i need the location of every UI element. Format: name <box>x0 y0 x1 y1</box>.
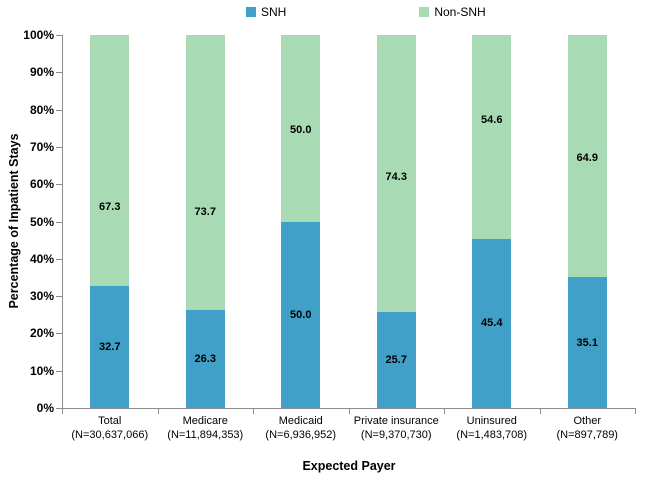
legend-label: Non-SNH <box>434 5 486 19</box>
bar-segment-total-snh <box>90 286 130 408</box>
value-label-total-non-snh: 67.3 <box>99 200 121 213</box>
y-tick-label: 100% <box>23 28 54 42</box>
value-label-uninsured-non-snh: 54.6 <box>481 113 503 126</box>
category-n-count: (N=1,483,708) <box>456 429 528 441</box>
value-label-other-non-snh: 64.9 <box>576 152 598 165</box>
bar-segment-private-insurance-non-snh <box>376 35 416 313</box>
bar-segment-private-insurance-snh <box>376 312 416 408</box>
x-tick <box>62 409 63 414</box>
bar-segment-medicare-non-snh <box>185 35 225 310</box>
bar-segment-other-snh <box>567 277 607 408</box>
value-label-total-snh: 32.7 <box>99 341 121 353</box>
value-label-other-snh: 35.1 <box>576 336 598 349</box>
y-tick-label: 70% <box>29 139 54 154</box>
y-tick <box>56 184 62 186</box>
value-label-private-insurance-non-snh: 74.3 <box>385 170 407 183</box>
category-label-medicare: Medicare (N=11,894,353) <box>158 414 254 442</box>
y-tick-label: 30% <box>29 289 54 304</box>
x-tick <box>157 409 159 414</box>
snh-swatch-icon <box>246 7 256 17</box>
y-tick <box>56 296 62 298</box>
category-label-uninsured: Uninsured (N=1,483,708) <box>444 414 540 442</box>
category-n-count: (N=897,789) <box>556 429 618 441</box>
bar-segment-other-non-snh <box>567 35 607 278</box>
y-tick-label: 40% <box>29 251 54 266</box>
x-tick <box>348 409 350 414</box>
category-label-private-insurance: Private insurance (N=9,370,730) <box>349 414 445 442</box>
y-tick-label: 0% <box>36 401 54 415</box>
chart-legend: SNH Non-SNH <box>246 5 486 19</box>
x-axis-line <box>62 408 636 409</box>
legend-item-non-snh: Non-SNH <box>419 5 486 19</box>
y-tick-label: 90% <box>29 65 54 80</box>
category-name: Other <box>573 415 601 427</box>
y-tick-label: 60% <box>29 177 54 192</box>
category-label-total: Total (N=30,637,066) <box>62 414 158 442</box>
category-label-other: Other (N=897,789) <box>540 414 636 442</box>
category-n-count: (N=9,370,730) <box>360 429 432 441</box>
value-label-uninsured-snh: 45.4 <box>481 317 503 330</box>
value-label-medicare-snh: 26.3 <box>194 352 216 365</box>
value-label-private-insurance-snh: 25.7 <box>385 354 407 367</box>
bar-segment-medicaid-snh <box>281 221 321 408</box>
y-tick <box>56 258 62 260</box>
x-tick <box>539 409 541 414</box>
category-n-count: (N=30,637,066) <box>71 429 149 441</box>
category-n-count: (N=6,936,952) <box>265 429 337 441</box>
y-tick <box>56 146 62 148</box>
category-n-count: (N=11,894,353) <box>167 429 244 441</box>
x-axis-title: Expected Payer <box>302 459 396 473</box>
category-name: Total <box>98 415 122 427</box>
y-tick-label: 50% <box>29 214 54 229</box>
category-label-medicaid: Medicaid (N=6,936,952) <box>253 414 349 442</box>
y-tick <box>56 333 62 335</box>
y-tick <box>56 109 62 111</box>
y-tick-label: 10% <box>29 363 54 378</box>
y-tick-label: 20% <box>29 326 54 341</box>
x-tick <box>444 409 445 414</box>
bar-segment-total-non-snh <box>90 35 130 287</box>
y-tick <box>56 370 62 372</box>
value-label-medicaid-non-snh: 50.0 <box>290 124 312 137</box>
x-tick <box>635 409 636 414</box>
category-name: Medicaid <box>278 415 323 427</box>
legend-item-snh: SNH <box>246 5 286 19</box>
bar-segment-uninsured-non-snh <box>472 35 512 239</box>
bar-segment-uninsured-snh <box>472 238 512 408</box>
category-name: Uninsured <box>466 415 517 427</box>
y-tick-label: 80% <box>29 102 54 117</box>
legend-label: SNH <box>261 5 287 19</box>
bar-segment-medicaid-non-snh <box>281 35 321 222</box>
y-tick <box>56 408 62 409</box>
value-label-medicaid-snh: 50.0 <box>290 308 312 321</box>
y-tick <box>56 35 62 36</box>
y-axis-line <box>62 35 63 409</box>
value-label-medicare-non-snh: 73.7 <box>194 206 216 219</box>
non-snh-swatch-icon <box>419 7 430 17</box>
y-tick <box>56 72 62 74</box>
bar-segment-medicare-snh <box>185 309 225 408</box>
category-name: Private insurance <box>353 415 439 427</box>
category-name: Medicare <box>182 415 228 427</box>
x-tick <box>253 409 254 414</box>
y-tick <box>56 221 62 223</box>
